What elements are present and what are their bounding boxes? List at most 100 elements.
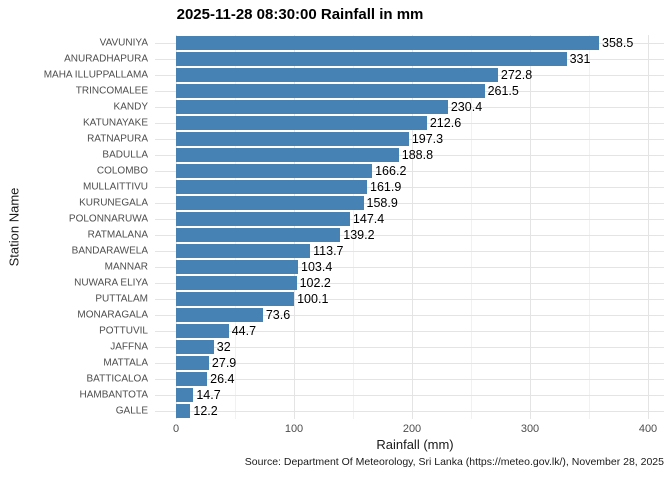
- chart-title: 2025-11-28 08:30:00 Rainfall in mm: [176, 6, 424, 23]
- gridline-vertical-minor: [471, 35, 472, 419]
- plot-panel: 358.5 VAVUNIYA 331 ANURADHAPURA 272.8 MAHA IL…: [44, 35, 664, 435]
- y-tick-label: GALLE: [115, 405, 148, 417]
- bar: [176, 388, 194, 402]
- bar: [176, 244, 311, 258]
- y-tick-label: NUWARA ELIYA: [74, 277, 148, 289]
- gridline-vertical-major: [294, 35, 295, 419]
- x-tick-label: 400: [638, 423, 658, 435]
- gridline-vertical-major: [176, 35, 177, 419]
- bar-value-label: 27.9: [211, 356, 237, 370]
- bar: [176, 340, 214, 354]
- bar-value-label: 44.7: [231, 324, 257, 338]
- gridline-horizontal: [155, 267, 664, 268]
- gridline-horizontal: [155, 139, 664, 140]
- bar: [176, 36, 600, 50]
- bar: [176, 132, 409, 146]
- bar: [176, 68, 498, 82]
- x-tick-label: 0: [172, 423, 180, 435]
- gridline-horizontal: [155, 395, 664, 396]
- gridline-horizontal: [155, 331, 664, 332]
- gridline-horizontal: [155, 203, 664, 204]
- bar-value-label: 32: [216, 340, 231, 354]
- gridline-horizontal: [155, 251, 664, 252]
- gridline-vertical-minor: [235, 35, 236, 419]
- y-tick-label: MANNAR: [104, 261, 148, 273]
- bar: [176, 372, 208, 386]
- y-tick-label: ANURADHAPURA: [64, 53, 148, 65]
- bar-value-label: 139.2: [343, 228, 375, 242]
- y-tick-label: MULLAITTIVU: [82, 181, 148, 193]
- gridline-vertical-minor: [589, 35, 590, 419]
- bar: [176, 260, 298, 274]
- bar: [176, 404, 191, 418]
- y-tick-label: VAVUNIYA: [99, 37, 148, 49]
- y-tick-label: RATNAPURA: [87, 133, 148, 145]
- gridline-vertical-major: [530, 35, 531, 419]
- gridline-horizontal: [155, 171, 664, 172]
- bar: [176, 164, 373, 178]
- bar-value-label: 102.2: [299, 276, 331, 290]
- bar: [176, 180, 368, 194]
- x-tick-label: 300: [520, 423, 540, 435]
- bar-value-label: 212.6: [429, 116, 462, 130]
- gridline-horizontal: [155, 187, 664, 188]
- bar-value-label: 158.9: [366, 196, 398, 210]
- gridline-horizontal: [155, 299, 664, 300]
- bar-value-label: 230.4: [450, 100, 483, 114]
- gridline-horizontal: [155, 219, 664, 220]
- bar-value-label: 113.7: [313, 244, 344, 258]
- x-axis-title: Rainfall (mm): [376, 437, 454, 452]
- bar-value-label: 261.5: [487, 84, 519, 98]
- bar-value-label: 272.8: [500, 68, 533, 82]
- bar: [176, 100, 448, 114]
- y-tick-label: BADULLA: [102, 149, 148, 161]
- y-tick-label: MATTALA: [103, 357, 148, 369]
- y-tick-label: TRINCOMALEE: [75, 85, 148, 97]
- bar: [176, 276, 297, 290]
- x-tick-label: 200: [402, 423, 422, 435]
- bar: [176, 52, 567, 66]
- bar-value-label: 188.8: [401, 148, 434, 162]
- bar-value-label: 12.2: [193, 404, 218, 418]
- y-tick-label: MONARAGALA: [77, 309, 148, 321]
- y-tick-label: JAFFNA: [110, 341, 148, 353]
- bar-value-label: 103.4: [301, 260, 333, 274]
- y-tick-label: KANDY: [113, 101, 148, 113]
- bar-value-label: 358.5: [602, 36, 634, 50]
- y-tick-label: POTTUVIL: [99, 325, 148, 337]
- y-tick-label: HAMBANTOTA: [79, 389, 148, 401]
- y-axis-title: Station Name: [6, 187, 22, 267]
- y-tick-label: MAHA ILLUPPALLAMA: [43, 69, 148, 81]
- gridline-vertical-major: [412, 35, 413, 419]
- gridline-horizontal: [155, 315, 664, 316]
- bar-value-label: 73.6: [265, 308, 291, 322]
- bar-value-label: 331: [569, 52, 591, 66]
- bar: [176, 308, 263, 322]
- gridline-horizontal: [155, 347, 664, 348]
- y-tick-label: KURUNEGALA: [79, 197, 148, 209]
- gridline-horizontal: [155, 411, 664, 412]
- y-tick-label: KATUNAYAKE: [82, 117, 148, 129]
- gridline-horizontal: [155, 283, 664, 284]
- bar: [176, 148, 399, 162]
- gridline-horizontal: [155, 155, 664, 156]
- bar: [176, 84, 485, 98]
- bar: [176, 324, 229, 338]
- y-tick-label: BANDARAWELA: [71, 245, 148, 257]
- gridline-vertical-major: [648, 35, 649, 419]
- bar: [176, 228, 341, 242]
- y-tick-label: PUTTALAM: [95, 293, 148, 305]
- bar-value-label: 100.1: [297, 292, 329, 306]
- bar-value-label: 26.4: [210, 372, 235, 386]
- bar-value-label: 197.3: [411, 132, 444, 146]
- bar: [176, 196, 364, 210]
- source-caption: Source: Department Of Meteorology, Sri L…: [244, 456, 664, 468]
- bar-value-label: 147.4: [352, 212, 385, 226]
- x-tick-label: 100: [284, 423, 304, 435]
- gridline-horizontal: [155, 379, 664, 380]
- bar-value-label: 166.2: [375, 164, 407, 178]
- y-tick-label: POLONNARUWA: [68, 213, 148, 225]
- gridline-horizontal: [155, 235, 664, 236]
- gridline-horizontal: [155, 363, 664, 364]
